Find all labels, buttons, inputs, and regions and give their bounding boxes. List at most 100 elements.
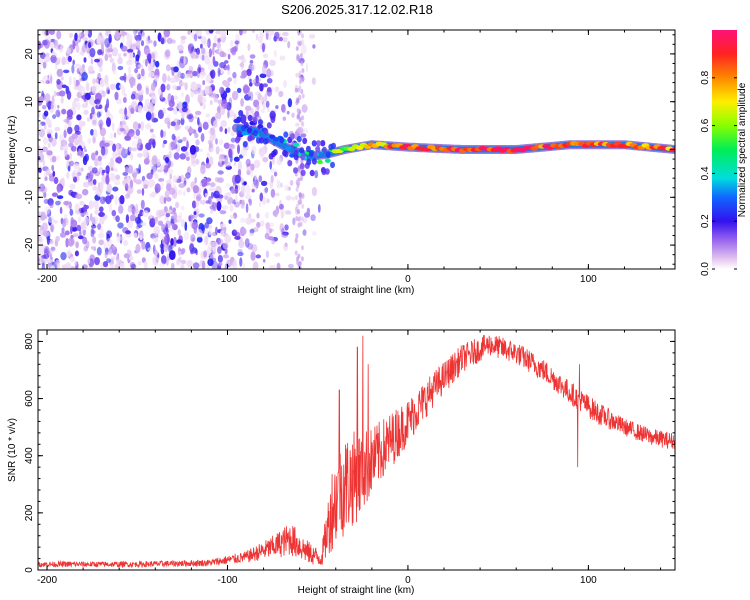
noise-speckle: [81, 64, 85, 70]
noise-speckle: [104, 142, 110, 147]
noise-speckle: [42, 61, 47, 69]
noise-speckle: [310, 214, 316, 222]
noise-speckle: [216, 201, 222, 212]
noise-speckle: [237, 161, 243, 171]
noise-speckle: [217, 246, 222, 254]
y-tick-label: 200: [24, 504, 35, 521]
noise-speckle: [128, 52, 132, 59]
noise-speckle: [205, 200, 210, 204]
colorbar: 0.0 0.2 0.4 0.6 0.8 Normalized spectral ampl…: [700, 30, 748, 276]
noise-speckle: [163, 196, 167, 204]
noise-speckle: [208, 229, 212, 236]
noise-speckle: [55, 200, 61, 206]
noise-speckle: [170, 95, 175, 105]
noise-speckle: [43, 253, 49, 260]
noise-speckle: [251, 188, 255, 193]
figure-title: S206.2025.317.12.02.R18: [281, 2, 433, 17]
noise-speckle: [50, 265, 56, 269]
noise-speckle: [139, 234, 143, 241]
noise-speckle: [49, 238, 54, 245]
noise-speckle: [70, 235, 74, 239]
noise-speckle: [130, 107, 135, 114]
noise-speckle: [72, 59, 75, 66]
y-tick-label: 10: [24, 96, 35, 108]
noise-speckle: [176, 239, 183, 244]
noise-speckle: [191, 221, 198, 230]
noise-speckle: [215, 30, 221, 35]
noise-speckle: [154, 249, 158, 257]
noise-speckle: [299, 53, 303, 59]
noise-speckle: [130, 82, 134, 88]
noise-speckle: [75, 44, 80, 54]
noise-speckle: [234, 174, 241, 184]
noise-speckle: [63, 129, 67, 139]
noise-speckle: [111, 47, 119, 57]
noise-speckle: [276, 157, 283, 166]
noise-speckle: [115, 143, 120, 151]
noise-speckle: [182, 190, 186, 196]
noise-speckle: [110, 167, 114, 172]
noise-speckle: [197, 126, 202, 133]
noise-speckle: [99, 206, 104, 213]
noise-speckle: [269, 110, 276, 120]
y-tick-label: -20: [24, 237, 35, 252]
noise-speckle: [295, 233, 299, 239]
signal-scatter: [243, 121, 249, 129]
noise-speckle: [147, 247, 154, 252]
noise-speckle: [102, 36, 105, 45]
noise-speckle: [298, 215, 302, 221]
noise-speckle: [126, 176, 130, 181]
noise-speckle: [192, 213, 198, 220]
noise-speckle: [237, 144, 240, 155]
noise-speckle: [136, 189, 142, 194]
noise-speckle: [127, 220, 133, 229]
noise-speckle: [306, 207, 310, 215]
noise-speckle: [51, 164, 55, 172]
noise-speckle: [232, 71, 237, 79]
noise-speckle: [250, 163, 255, 171]
noise-speckle: [284, 224, 289, 231]
noise-speckle: [296, 107, 300, 113]
noise-speckle: [164, 49, 171, 58]
noise-speckle: [292, 217, 296, 226]
y-tick-label: 400: [24, 447, 35, 464]
noise-speckle: [270, 188, 276, 198]
noise-speckle: [269, 265, 276, 269]
noise-speckle: [161, 224, 166, 232]
noise-speckle: [183, 231, 190, 241]
noise-speckle: [229, 143, 234, 148]
noise-speckle: [241, 178, 244, 184]
noise-speckle: [38, 145, 41, 155]
noise-speckle: [192, 70, 198, 77]
noise-speckle: [46, 129, 53, 135]
noise-speckle: [169, 173, 172, 180]
noise-speckle: [91, 229, 96, 235]
noise-speckle: [67, 126, 73, 135]
noise-speckle: [197, 94, 203, 104]
noise-speckle: [107, 89, 110, 95]
noise-speckle: [139, 209, 144, 217]
noise-speckle: [61, 84, 67, 89]
noise-speckle: [146, 172, 153, 180]
noise-speckle: [203, 250, 208, 258]
noise-speckle: [73, 163, 80, 170]
noise-speckle: [296, 113, 300, 119]
noise-speckle: [125, 214, 129, 224]
noise-speckle: [198, 67, 201, 74]
noise-speckle: [147, 53, 152, 62]
noise-speckle: [50, 246, 57, 253]
noise-speckle: [222, 205, 229, 210]
x-tick-label: -100: [217, 575, 237, 586]
noise-speckle: [256, 104, 260, 111]
noise-speckle: [215, 226, 218, 235]
noise-speckle: [295, 72, 299, 78]
noise-speckle: [291, 112, 295, 118]
noise-speckle: [230, 137, 237, 143]
noise-speckle: [145, 87, 150, 95]
noise-speckle: [105, 30, 111, 36]
noise-speckle: [123, 52, 127, 57]
noise-speckle: [274, 86, 280, 93]
signal-scatter: [321, 146, 327, 154]
